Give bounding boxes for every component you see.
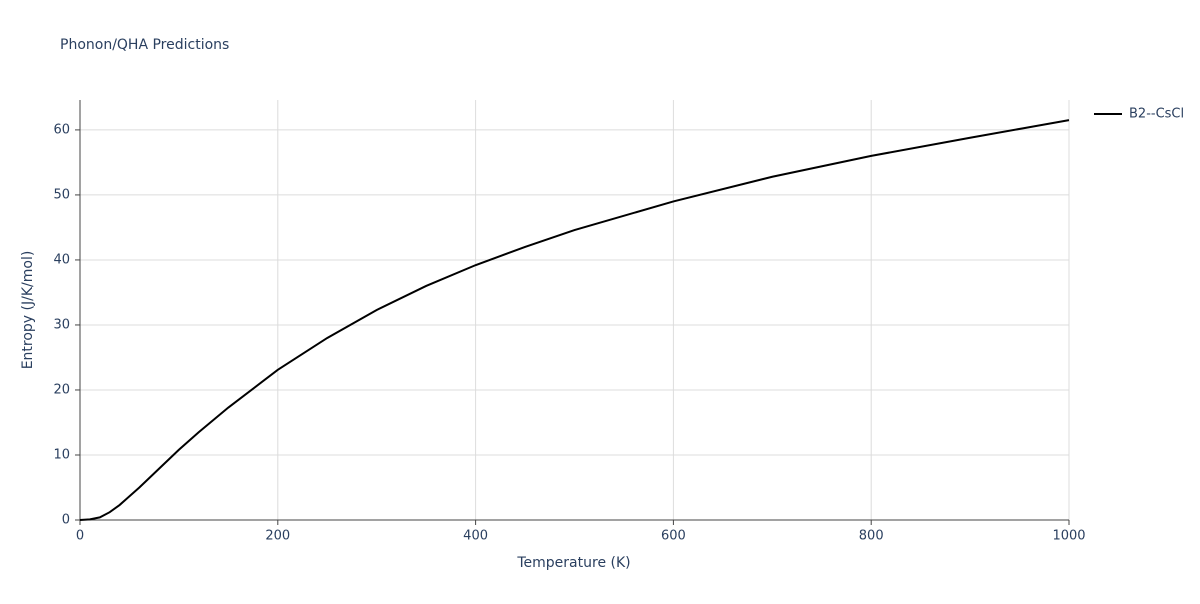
x-tick-label: 200: [265, 529, 290, 544]
y-tick-label: 30: [53, 317, 70, 332]
chart-title: Phonon/QHA Predictions: [60, 37, 229, 53]
y-tick-label: 0: [62, 513, 70, 528]
y-tick-label: 60: [53, 122, 70, 137]
x-axis-label: Temperature (K): [516, 555, 630, 571]
x-tick-label: 600: [661, 529, 686, 544]
x-tick-label: 1000: [1052, 529, 1085, 544]
y-tick-label: 20: [53, 382, 70, 397]
y-axis-label: Entropy (J/K/mol): [20, 251, 36, 370]
data-line: [79, 119, 1070, 521]
y-tick-label: 40: [53, 252, 70, 267]
x-tick-label: 0: [76, 529, 84, 544]
y-tick-label: 10: [53, 447, 70, 462]
x-tick-label: 800: [859, 529, 884, 544]
legend-label: B2--CsCl: [1129, 107, 1184, 122]
x-tick-label: 400: [463, 529, 488, 544]
y-tick-label: 50: [53, 187, 70, 202]
